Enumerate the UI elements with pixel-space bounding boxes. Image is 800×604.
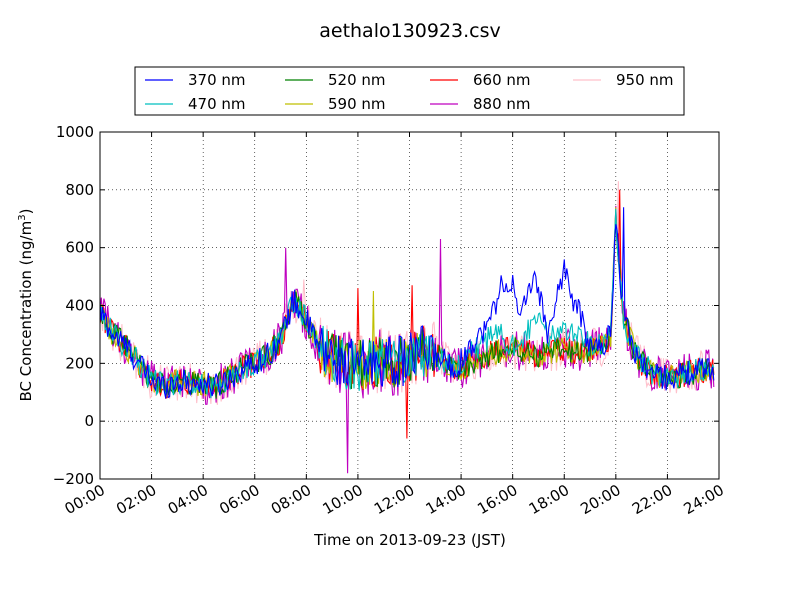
y-tick-label: −200 xyxy=(53,470,94,488)
y-tick-label: 1000 xyxy=(56,123,94,141)
legend-box xyxy=(134,66,685,116)
y-axis-label-superscript: 3 xyxy=(17,214,28,220)
x-axis-label: Time on 2013-09-23 (JST) xyxy=(313,531,506,549)
legend-label: 370 nm xyxy=(188,71,246,89)
legend-label: 590 nm xyxy=(328,95,386,113)
y-tick-label: 600 xyxy=(65,239,94,257)
legend-label: 520 nm xyxy=(328,71,386,89)
series-line-370-nm xyxy=(99,207,715,399)
legend: 370 nm 470 nm 520 nm 590 nm 660 nm 880 nm 950 … xyxy=(134,66,685,116)
legend-label: 660 nm xyxy=(473,71,531,89)
legend-label: 950 nm xyxy=(616,71,674,89)
y-tick-label: 200 xyxy=(65,354,94,372)
legend-label: 880 nm xyxy=(473,95,531,113)
y-tick-label: 0 xyxy=(84,412,94,430)
series-layer xyxy=(99,181,715,474)
y-axis-label: BC Concentration (ng/m3) xyxy=(17,209,35,402)
y-axis-label-main: BC Concentration (ng/m xyxy=(17,221,35,402)
y-tick-label: 400 xyxy=(65,297,94,315)
y-tick-label: 800 xyxy=(65,181,94,199)
legend-label: 470 nm xyxy=(188,95,246,113)
y-axis-label-end: ) xyxy=(17,209,35,215)
chart-title: aethalo130923.csv xyxy=(319,20,501,42)
